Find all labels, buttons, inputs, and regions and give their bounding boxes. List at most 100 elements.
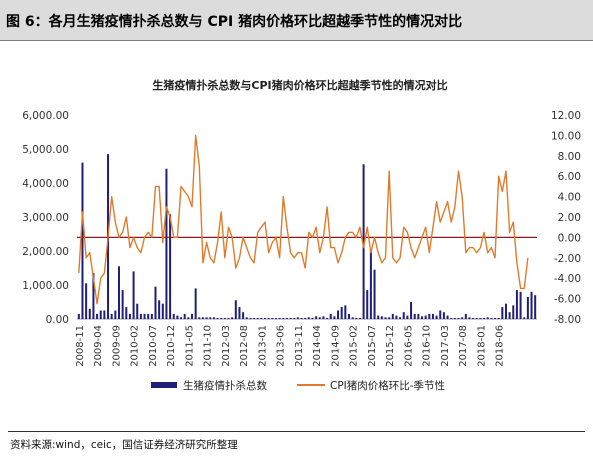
bar (347, 313, 350, 319)
bar (267, 317, 270, 319)
bar (486, 317, 489, 319)
bar (238, 307, 241, 319)
left-axis-tick-label: 5,000.00 (22, 144, 69, 156)
right-axis-tick-label: -6.00 (554, 294, 581, 306)
bar (369, 249, 372, 319)
bar (249, 317, 252, 319)
x-axis-tick-label: 2013-06 (276, 325, 287, 367)
right-axis-tick-label: 0.00 (558, 232, 581, 244)
right-axis-tick-label: -4.00 (554, 273, 581, 285)
bar (337, 310, 340, 319)
bar (282, 317, 285, 319)
bar (242, 312, 245, 319)
x-axis-tick-label: 2013-11 (294, 325, 305, 367)
bar (410, 302, 413, 319)
bar (271, 317, 274, 319)
combo-chart: 生猪疫情扑杀总数与CPI猪肉价格环比超越季节性的情况对比 0.00 1,000.0… (22, 78, 581, 392)
bar (490, 317, 493, 319)
bar (205, 317, 208, 319)
x-axis-tick-label: 2017-08 (458, 325, 469, 367)
bar (413, 313, 416, 319)
bar (96, 313, 99, 319)
bar (180, 317, 183, 319)
bar (431, 313, 434, 319)
x-axis-tick-label: 2008-11 (75, 325, 86, 367)
bar (351, 317, 354, 319)
bar (245, 317, 248, 319)
bar (380, 316, 383, 319)
bar (439, 310, 442, 319)
bar (158, 300, 161, 319)
bar (183, 313, 186, 319)
bar (194, 288, 197, 319)
bar (296, 317, 299, 319)
bar (366, 290, 369, 319)
bar (216, 317, 219, 319)
bar (457, 317, 460, 319)
figure-header: 图 6：各月生猪疫情扑杀总数与 CPI 猪肉价格环比超越季节性的情况对比 (0, 0, 593, 40)
bar (428, 313, 431, 319)
bar (114, 310, 117, 319)
x-axis-tick-label: 2010-02 (130, 325, 141, 367)
line-path (78, 134, 529, 305)
legend-label-bars: 生猪疫情扑杀总数 (183, 379, 267, 392)
bar (198, 317, 201, 319)
bar (329, 313, 332, 319)
bar (523, 317, 526, 319)
x-axis-tick-label: 2014-04 (312, 325, 323, 367)
bar (85, 283, 88, 319)
bar (417, 313, 420, 319)
bar (169, 214, 172, 319)
bar (139, 313, 142, 319)
left-axis-tick-label: 3,000.00 (22, 212, 69, 224)
right-axis-tick-label: -2.00 (554, 253, 581, 265)
bar (472, 317, 475, 319)
bar (402, 312, 405, 319)
bar (201, 317, 204, 319)
x-axis-tick-label: 2015-02 (349, 325, 360, 367)
bar (176, 315, 179, 319)
bar (293, 317, 296, 319)
bar (358, 317, 361, 319)
bar (344, 305, 347, 319)
bar (88, 308, 91, 319)
bar (136, 303, 139, 319)
bar (519, 291, 522, 319)
bar (494, 317, 497, 319)
bar (512, 305, 515, 319)
bar (117, 266, 120, 319)
chart-title: 生猪疫情扑杀总数与CPI猪肉价格环比超越季节性的情况对比 (152, 78, 447, 92)
axes: 0.00 1,000.00 2,000.00 3,000.00 4,000.00 5,00… (22, 110, 581, 367)
bar (223, 317, 226, 319)
bar (77, 313, 80, 319)
x-axis-tick-label: 2018-01 (476, 325, 487, 367)
bar (315, 316, 318, 319)
bar (534, 295, 537, 319)
right-axis-tick-label: 2.00 (558, 212, 581, 224)
x-axis-tick-label: 2009-09 (111, 325, 122, 367)
x-axis-tick-label: 2011-10 (203, 325, 214, 367)
bar (464, 313, 467, 319)
bar (172, 313, 175, 319)
right-axis-tick-label: 4.00 (558, 192, 581, 204)
bar (530, 291, 533, 319)
bar (103, 310, 106, 319)
bar (165, 168, 168, 319)
bar (81, 162, 84, 319)
bar (399, 317, 402, 319)
line-series (78, 134, 529, 305)
bar (326, 317, 329, 319)
bar (234, 300, 237, 319)
bar (256, 317, 259, 319)
bar (278, 317, 281, 319)
legend-swatch-bars (151, 382, 177, 388)
bar (479, 317, 482, 319)
bar (504, 303, 507, 319)
bar (187, 317, 190, 319)
left-axis-tick-label: 6,000.00 (22, 110, 69, 122)
right-axis-tick-label: 10.00 (551, 130, 581, 142)
x-axis-tick-label: 2011-05 (184, 325, 195, 367)
x-axis-tick-label: 2016-05 (403, 325, 414, 367)
bar (501, 307, 504, 319)
right-axis-tick-label: -8.00 (554, 314, 581, 326)
